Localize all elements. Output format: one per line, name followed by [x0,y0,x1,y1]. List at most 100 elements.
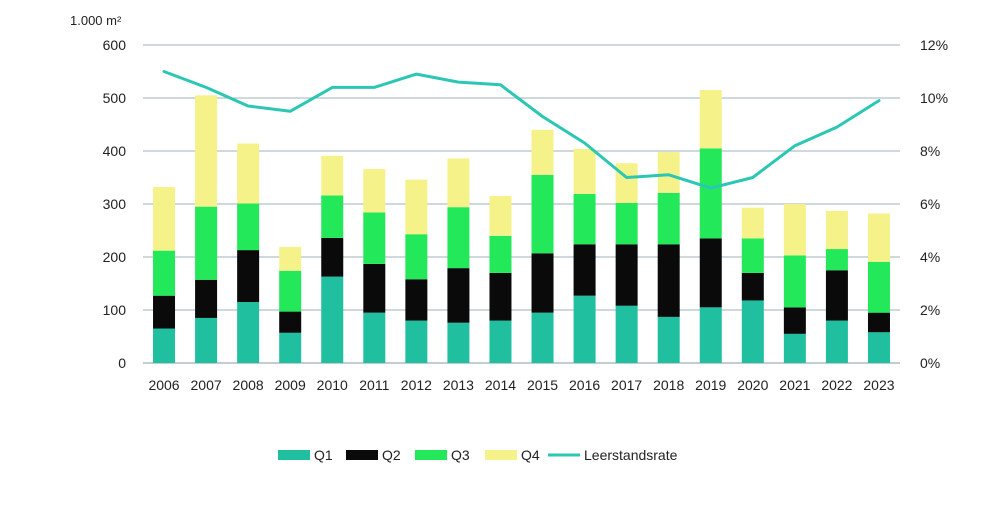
y2-tick-label: 10% [920,90,948,106]
y-tick-label: 100 [103,302,127,318]
legend: Q1 Q2 Q3 Q4 Leerstandsrate [278,447,678,463]
bar-q2-2022 [825,270,848,321]
bar-q1-2019 [699,307,722,363]
x-tick-label: 2009 [275,377,306,393]
bar-q4-2009 [279,246,302,271]
bar-q1-2017 [615,305,638,363]
x-tick-label: 2019 [695,377,726,393]
bar-q1-2007 [195,317,218,363]
legend-swatch-q3 [415,450,447,460]
bar-q1-2011 [363,312,386,363]
bar-q1-2023 [867,332,890,363]
bar-q2-2017 [615,244,638,306]
legend-label-leerstandsrate: Leerstandsrate [584,447,678,463]
bar-q3-2019 [699,148,722,239]
bar-q4-2016 [573,148,596,194]
x-tick-label: 2020 [737,377,768,393]
bar-q2-2014 [489,272,512,321]
bar-q2-2016 [573,244,596,296]
bar-q4-2013 [447,158,470,208]
y-tick-label: 0 [118,355,126,371]
bar-q2-2019 [699,238,722,308]
bar-q3-2020 [741,238,764,273]
x-tick-label: 2006 [148,377,179,393]
x-tick-label: 2014 [485,377,516,393]
bar-q4-2011 [363,169,386,213]
bar-q4-2008 [237,143,260,204]
x-tick-label: 2016 [569,377,600,393]
x-tick-label: 2023 [863,377,894,393]
bar-q2-2011 [363,263,386,313]
bar-q4-2017 [615,163,638,203]
y2-tick-label: 6% [920,196,940,212]
x-tick-label: 2013 [443,377,474,393]
bar-q3-2006 [153,250,176,296]
bar-q1-2012 [405,320,428,363]
y2-tick-label: 4% [920,249,940,265]
x-tick-label: 2010 [317,377,348,393]
y2-tick-label: 8% [920,143,940,159]
bar-q3-2011 [363,212,386,264]
bar-q3-2017 [615,202,638,245]
bar-q1-2022 [825,320,848,363]
bar-q3-2022 [825,249,848,271]
x-tick-label: 2011 [359,377,389,393]
legend-label-q4: Q4 [521,447,540,463]
bar-q3-2021 [783,255,806,308]
bar-q3-2014 [489,235,512,273]
bar-q1-2006 [153,328,176,363]
bar-series [153,90,890,363]
x-tick-label: 2015 [527,377,558,393]
grid-lines [143,44,900,364]
bar-q2-2015 [531,253,554,313]
bar-q2-2012 [405,279,428,321]
bar-q1-2008 [237,302,260,363]
bar-q4-2020 [741,207,764,239]
y-tick-label: 500 [103,90,127,106]
bar-q3-2008 [237,203,260,251]
bar-q3-2016 [573,193,596,245]
x-tick-label: 2018 [653,377,684,393]
y-axis-unit-label: 1.000 m² [70,13,122,28]
bar-q4-2018 [657,152,680,193]
bar-q4-2010 [321,155,344,196]
x-tick-label: 2007 [191,377,222,393]
bar-q4-2022 [825,210,848,250]
bar-q1-2010 [321,276,344,363]
bar-q1-2020 [741,300,764,363]
bar-q4-2023 [867,213,890,262]
x-tick-label: 2008 [233,377,264,393]
x-tick-label: 2017 [611,377,642,393]
bar-q1-2015 [531,312,554,363]
bar-q2-2013 [447,268,470,323]
bar-q4-2015 [531,129,554,175]
y2-tick-label: 12% [920,37,948,53]
bar-q4-2007 [195,95,218,207]
y-tick-label: 300 [103,196,127,212]
axes: 1.000 m² 0 100 200 300 400 500 600 0% 2% 4% 6% 8% 10… [70,13,948,393]
bar-q3-2009 [279,270,302,312]
line-series [162,70,881,190]
legend-label-q3: Q3 [451,447,470,463]
bar-q1-2009 [279,332,302,363]
bar-q2-2009 [279,311,302,333]
bar-q3-2013 [447,207,470,269]
bar-q3-2010 [321,195,344,238]
x-tick-label: 2022 [821,377,852,393]
x-tick-label: 2012 [401,377,432,393]
bar-q3-2015 [531,174,554,254]
bar-q2-2018 [657,244,680,317]
legend-label-q1: Q1 [314,447,333,463]
legend-swatch-q2 [346,450,378,460]
bar-q1-2021 [783,333,806,363]
y2-tick-label: 2% [920,302,940,318]
y-tick-label: 400 [103,143,127,159]
bar-q3-2007 [195,206,218,280]
bar-q3-2023 [867,261,890,313]
bar-q2-2023 [867,312,890,333]
y-tick-label: 600 [103,37,127,53]
bar-q1-2018 [657,316,680,363]
bar-q3-2018 [657,192,680,245]
